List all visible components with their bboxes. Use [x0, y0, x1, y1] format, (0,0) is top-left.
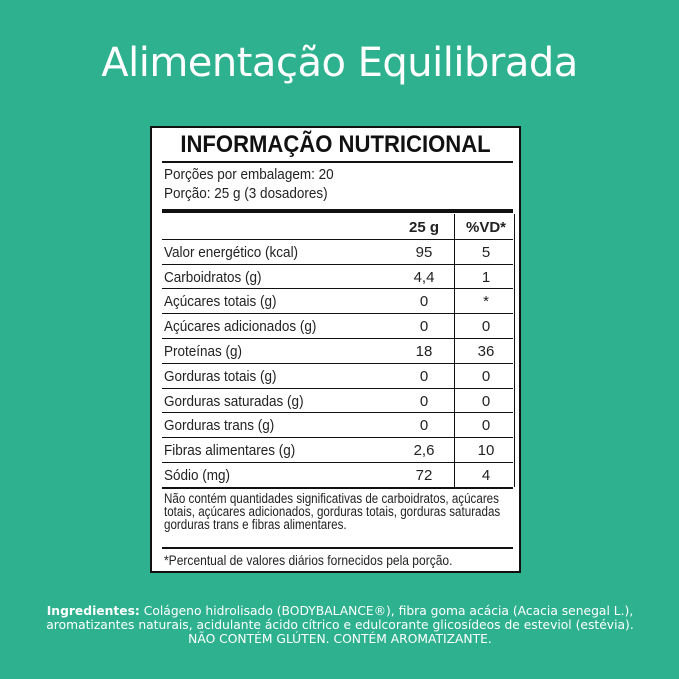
daily-value: 0 — [481, 417, 491, 435]
column-divider — [514, 214, 515, 239]
table-row: Carboidratos (g) 4,4 1 — [162, 263, 515, 290]
column-divider — [454, 412, 455, 438]
table-row: Fibras alimentares (g) 2,6 10 — [162, 437, 515, 463]
column-divider — [514, 313, 515, 338]
column-divider — [514, 288, 515, 314]
nutrition-facts-panel: INFORMAÇÃO NUTRICIONAL Porções por embal… — [150, 126, 521, 573]
divider — [162, 161, 513, 163]
table-row: Açúcares totais (g) 0 * — [162, 288, 515, 315]
column-divider — [454, 238, 455, 264]
page-title: Alimentação Equilibrada — [101, 40, 578, 86]
thick-divider — [162, 209, 513, 213]
servings-per-package: Porções por embalagem: 20 — [164, 166, 334, 183]
column-divider — [454, 288, 455, 314]
amount-per-serving: 2,6 — [413, 442, 435, 460]
ingredients-label: Ingredientes: — [46, 604, 140, 618]
nutrient-name: Açúcares adicionados (g) — [164, 318, 317, 336]
table-row: Sódio (mg) 72 4 — [162, 462, 515, 489]
ingredients-text: Colágeno hidrolisado (BODYBALANCE®), fib… — [46, 604, 634, 646]
amount-per-serving: 18 — [415, 343, 433, 360]
ingredients: Ingredientes: Colágeno hidrolisado (BODY… — [40, 604, 640, 646]
nutrient-name: Gorduras trans (g) — [164, 417, 275, 435]
column-divider — [454, 263, 455, 289]
divider — [162, 547, 513, 549]
column-divider — [454, 214, 455, 239]
serving-size: Porção: 25 g (3 dosadores) — [164, 185, 328, 202]
table-row: Gorduras totais (g) 0 0 — [162, 362, 515, 389]
nutrient-name: Gorduras saturadas (g) — [164, 392, 304, 410]
nutrient-name: Carboidratos (g) — [164, 268, 262, 286]
daily-value: 0 — [481, 318, 491, 336]
column-divider — [454, 437, 455, 462]
amount-per-serving: 0 — [419, 392, 429, 410]
daily-value: %VD* — [465, 219, 506, 236]
column-divider — [514, 338, 515, 363]
column-divider — [454, 387, 455, 413]
nutrient-name: Gorduras totais (g) — [164, 367, 277, 385]
daily-value: 5 — [481, 243, 491, 261]
amount-per-serving: 72 — [415, 467, 433, 484]
column-divider — [514, 362, 515, 388]
daily-value: 10 — [477, 442, 495, 460]
column-divider — [514, 462, 515, 487]
table-row: Proteínas (g) 18 36 — [162, 338, 515, 364]
column-divider — [514, 238, 515, 264]
nutrient-name: Fibras alimentares (g) — [164, 442, 296, 460]
amount-per-serving: 4,4 — [413, 268, 435, 286]
column-divider — [514, 387, 515, 413]
amount-per-serving: 0 — [419, 367, 429, 385]
column-divider — [454, 462, 455, 487]
table-row: Gorduras saturadas (g) 0 0 — [162, 387, 515, 414]
amount-per-serving: 95 — [415, 243, 433, 261]
column-divider — [454, 338, 455, 363]
daily-value: * — [483, 293, 489, 311]
nutrient-name: Açúcares totais (g) — [164, 293, 277, 311]
daily-value: 4 — [481, 467, 491, 484]
table-row: Açúcares adicionados (g) 0 0 — [162, 313, 515, 339]
table-row: Valor energético (kcal) 95 5 — [162, 238, 515, 265]
footnote: *Percentual de valores diários fornecido… — [164, 552, 453, 568]
nutrition-heading: INFORMAÇÃO NUTRICIONAL — [180, 131, 491, 158]
amount-per-serving: 0 — [419, 318, 429, 336]
column-divider — [514, 412, 515, 438]
daily-value: 0 — [481, 367, 491, 385]
column-divider — [514, 437, 515, 462]
nutrient-name: Proteínas (g) — [164, 343, 243, 360]
daily-value: 36 — [477, 343, 495, 360]
daily-value: 0 — [481, 392, 491, 410]
table-header: 25 g %VD* — [162, 214, 515, 240]
table-row: Gorduras trans (g) 0 0 — [162, 412, 515, 439]
nutrient-name: Valor energético (kcal) — [164, 243, 299, 261]
column-divider — [514, 263, 515, 289]
column-divider — [454, 362, 455, 388]
amount-per-serving: 0 — [419, 417, 429, 435]
amount-per-serving: 25 g — [408, 219, 439, 236]
column-divider — [454, 313, 455, 338]
note-text: Não contém quantidades significativas de… — [164, 491, 501, 532]
amount-per-serving: 0 — [419, 293, 429, 311]
nutrient-name: Sódio (mg) — [164, 467, 231, 484]
daily-value: 1 — [481, 268, 491, 286]
